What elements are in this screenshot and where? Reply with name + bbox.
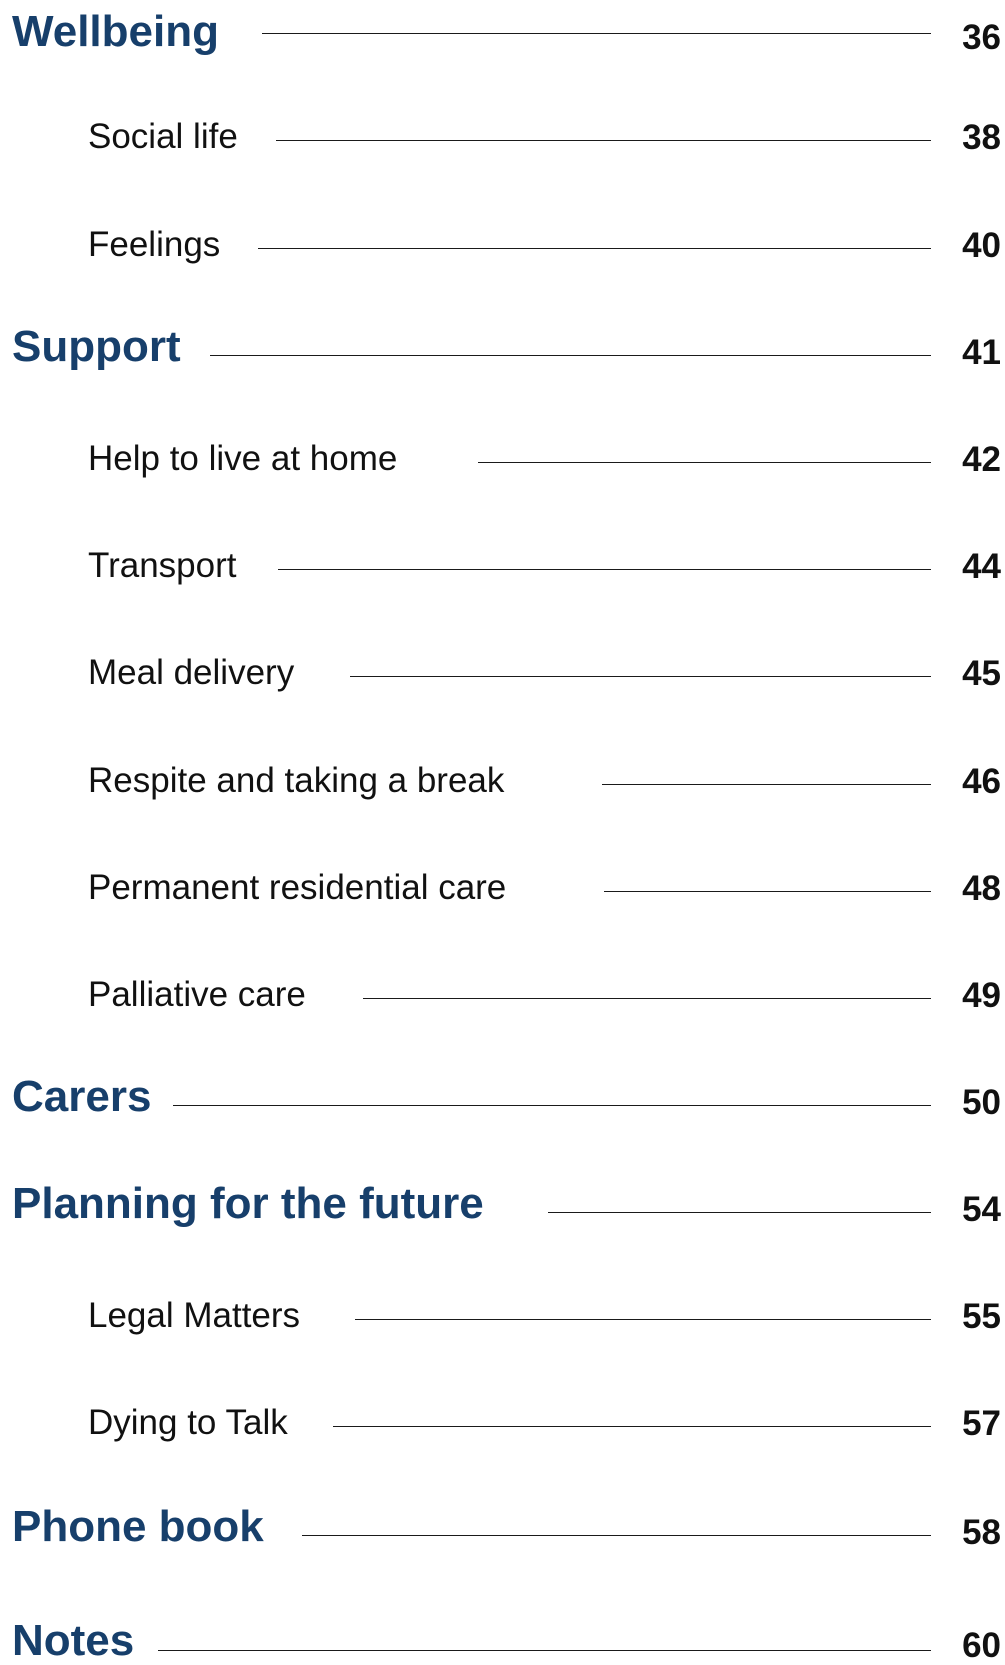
toc-section-carers[interactable]: Carers 50 bbox=[0, 1073, 1005, 1133]
toc-page-number: 46 bbox=[962, 762, 1001, 801]
toc-leader-line bbox=[478, 462, 931, 463]
toc-leader-line bbox=[158, 1650, 931, 1651]
toc-leader-line bbox=[302, 1535, 931, 1536]
toc-leader-line bbox=[333, 1426, 931, 1427]
toc-subsection-legal-matters[interactable]: Legal Matters 55 bbox=[0, 1287, 1005, 1347]
toc-subsection-title: Meal delivery bbox=[88, 653, 295, 692]
toc-page-number: 57 bbox=[962, 1404, 1001, 1443]
toc-leader-line bbox=[210, 355, 931, 356]
toc-section-title: Support bbox=[12, 322, 181, 371]
toc-section-support[interactable]: Support 41 bbox=[0, 323, 1005, 383]
toc-leader-line bbox=[548, 1212, 931, 1213]
toc-page-number: 55 bbox=[962, 1297, 1001, 1336]
toc-leader-line bbox=[350, 676, 931, 677]
toc-subsection-respite[interactable]: Respite and taking a break 46 bbox=[0, 752, 1005, 812]
toc-page-number: 40 bbox=[962, 226, 1001, 265]
toc-subsection-help-to-live-at-home[interactable]: Help to live at home 42 bbox=[0, 430, 1005, 490]
toc-subsection-transport[interactable]: Transport 44 bbox=[0, 537, 1005, 597]
toc-page-number: 60 bbox=[962, 1626, 1001, 1665]
toc-page-number: 38 bbox=[962, 118, 1001, 157]
toc-leader-line bbox=[363, 998, 931, 999]
toc-subsection-title: Dying to Talk bbox=[88, 1403, 288, 1442]
toc-leader-line bbox=[602, 784, 931, 785]
toc-leader-line bbox=[604, 891, 931, 892]
toc-page-number: 41 bbox=[962, 333, 1001, 372]
toc-page-number: 45 bbox=[962, 654, 1001, 693]
toc-leader-line bbox=[173, 1105, 931, 1106]
toc-subsection-title: Transport bbox=[88, 546, 237, 585]
toc-page-number: 58 bbox=[962, 1513, 1001, 1552]
toc-subsection-social-life[interactable]: Social life 38 bbox=[0, 108, 1005, 168]
toc-subsection-title: Help to live at home bbox=[88, 439, 398, 478]
toc-subsection-title: Permanent residential care bbox=[88, 868, 507, 907]
toc-leader-line bbox=[258, 248, 931, 249]
toc-page-number: 48 bbox=[962, 869, 1001, 908]
toc-subsection-feelings[interactable]: Feelings 40 bbox=[0, 216, 1005, 276]
toc-page-number: 36 bbox=[962, 18, 1001, 57]
toc-section-planning-for-the-future[interactable]: Planning for the future 54 bbox=[0, 1180, 1005, 1240]
toc-section-title: Carers bbox=[12, 1072, 152, 1121]
toc-subsection-dying-to-talk[interactable]: Dying to Talk 57 bbox=[0, 1394, 1005, 1454]
toc-subsection-title: Social life bbox=[88, 117, 238, 156]
toc-page-number: 50 bbox=[962, 1083, 1001, 1122]
toc-subsection-title: Legal Matters bbox=[88, 1296, 301, 1335]
toc-section-notes[interactable]: Notes 60 bbox=[0, 1603, 1005, 1665]
toc-leader-line bbox=[355, 1319, 931, 1320]
toc-leader-line bbox=[262, 33, 931, 34]
toc-section-wellbeing[interactable]: Wellbeing 36 bbox=[0, 0, 1005, 60]
toc-subsection-permanent-residential-care[interactable]: Permanent residential care 48 bbox=[0, 859, 1005, 919]
toc-leader-line bbox=[278, 569, 931, 570]
toc-subsection-meal-delivery[interactable]: Meal delivery 45 bbox=[0, 644, 1005, 704]
toc-subsection-palliative-care[interactable]: Palliative care 49 bbox=[0, 966, 1005, 1026]
toc-section-title: Phone book bbox=[12, 1502, 264, 1551]
toc-page-number: 44 bbox=[962, 547, 1001, 586]
toc-section-title: Planning for the future bbox=[12, 1179, 484, 1228]
toc-section-phone-book[interactable]: Phone book 58 bbox=[0, 1503, 1005, 1563]
toc-page-number: 42 bbox=[962, 440, 1001, 479]
toc-leader-line bbox=[276, 140, 931, 141]
toc-subsection-title: Feelings bbox=[88, 225, 221, 264]
toc-page-number: 49 bbox=[962, 976, 1001, 1015]
toc-section-title: Wellbeing bbox=[12, 7, 219, 56]
toc-subsection-title: Respite and taking a break bbox=[88, 761, 505, 800]
toc-subsection-title: Palliative care bbox=[88, 975, 306, 1014]
toc-page-number: 54 bbox=[962, 1190, 1001, 1229]
toc-section-title: Notes bbox=[12, 1616, 135, 1665]
